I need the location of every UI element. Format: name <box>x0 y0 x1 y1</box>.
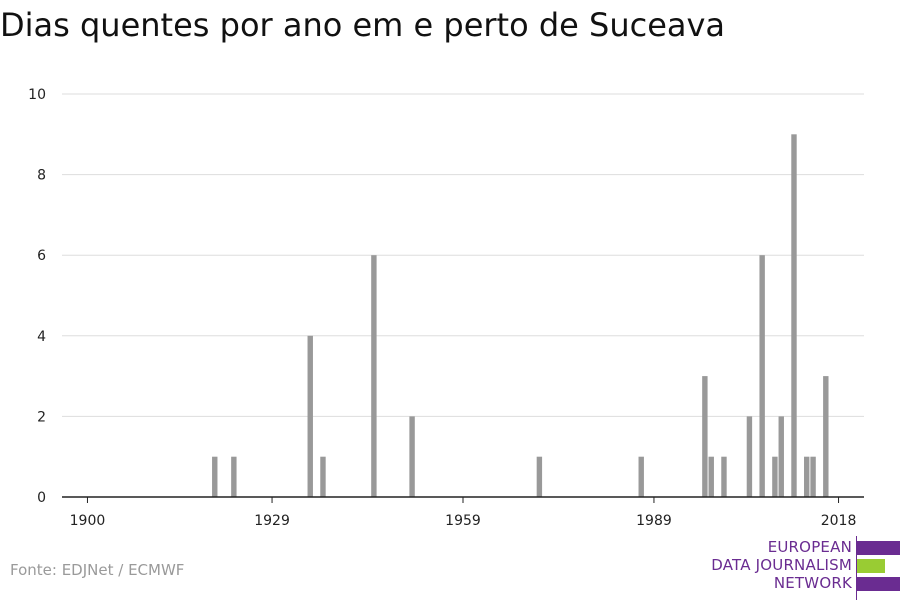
y-tick-label: 2 <box>37 409 46 425</box>
bar-chart: 0 2 4 6 8 10 1900 1929 1959 1989 2018 <box>28 87 864 529</box>
bar <box>759 255 765 497</box>
bar <box>772 456 778 497</box>
edjnet-logo: EUROPEAN DATA JOURNALISM NETWORK <box>690 536 900 600</box>
y-tick-label: 0 <box>37 490 46 506</box>
y-tick-label: 10 <box>28 87 46 103</box>
bar <box>708 456 714 497</box>
bar <box>212 456 218 497</box>
bar <box>536 456 543 497</box>
bar <box>320 456 326 497</box>
x-tick-label: 1900 <box>70 513 106 529</box>
y-tick-label: 6 <box>37 248 46 264</box>
bar <box>721 456 727 497</box>
logo-bar-middle <box>857 559 885 573</box>
y-tick-label: 4 <box>37 329 46 345</box>
bar <box>791 134 797 498</box>
bar <box>823 376 829 497</box>
gridlines <box>62 93 864 417</box>
chart-title: Dias quentes por ano em e perto de Sucea… <box>0 6 726 44</box>
logo-line-2: DATA JOURNALISM <box>711 556 852 574</box>
x-tick-label: 1929 <box>254 513 290 529</box>
bar <box>702 376 708 497</box>
logo-text: EUROPEAN DATA JOURNALISM NETWORK <box>711 538 852 592</box>
bar <box>371 255 377 497</box>
bar <box>746 416 753 497</box>
x-tick-label: 1959 <box>445 513 481 529</box>
x-axis-ticks: 1900 1929 1959 1989 2018 <box>70 497 857 529</box>
bar <box>804 456 810 497</box>
bar <box>810 456 816 497</box>
bars <box>212 134 829 498</box>
x-tick-label: 2018 <box>821 513 857 529</box>
logo-bar-top <box>857 541 900 555</box>
bar <box>231 456 237 497</box>
bar <box>409 416 415 497</box>
logo-bar-bottom <box>857 577 900 591</box>
bar <box>778 416 784 497</box>
x-tick-label: 1989 <box>636 513 672 529</box>
logo-line-1: EUROPEAN <box>767 538 852 556</box>
logo-divider <box>856 536 857 600</box>
bar <box>638 456 644 497</box>
logo-line-3: NETWORK <box>773 574 852 592</box>
y-axis-ticks: 0 2 4 6 8 10 <box>28 87 46 506</box>
bar <box>307 335 313 497</box>
source-note: Fonte: EDJNet / ECMWF <box>10 561 185 579</box>
y-tick-label: 8 <box>37 168 46 184</box>
